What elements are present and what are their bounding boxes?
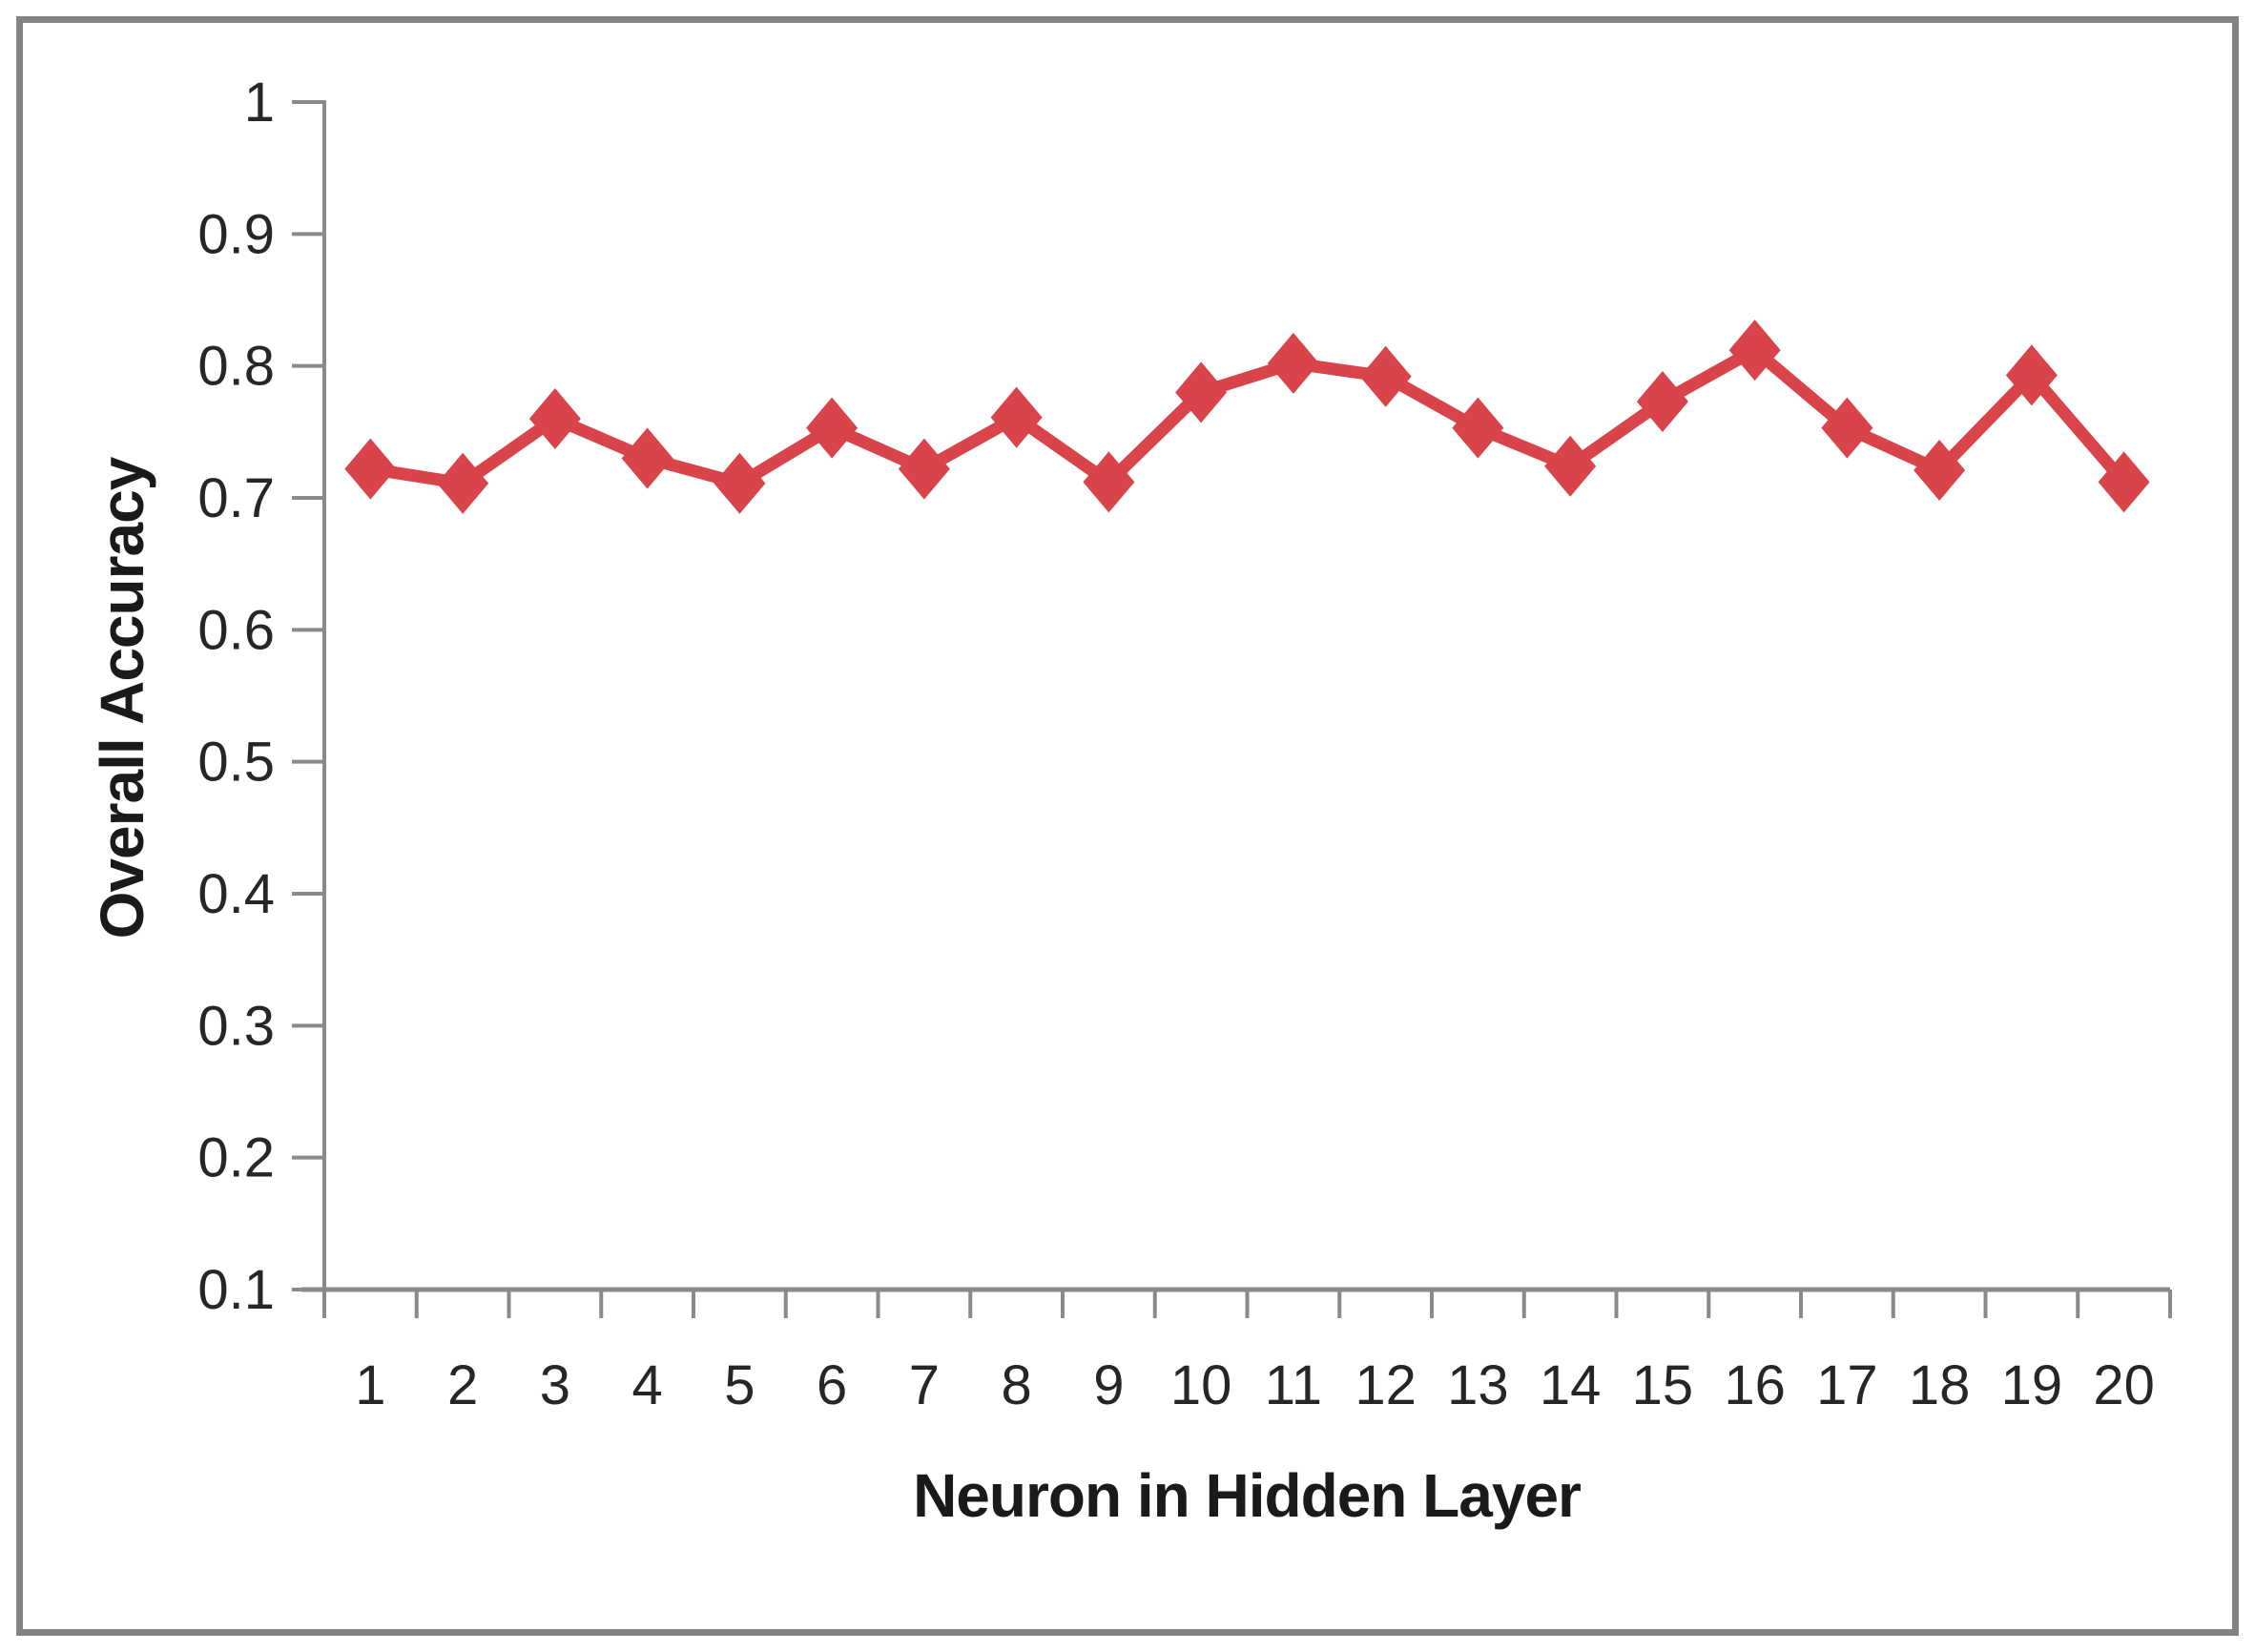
x-tick-label: 11 <box>1265 1354 1322 1416</box>
data-point-marker <box>1452 397 1504 459</box>
x-tick-label: 12 <box>1355 1354 1417 1416</box>
axes-layer: 0.10.20.30.40.50.60.70.80.911 2 3 4 5 6 7 8 9 10 1… <box>197 72 2172 1416</box>
y-axis-title: Overall Accuracy <box>88 456 156 939</box>
x-tick-label: 7 <box>909 1354 940 1416</box>
x-tick-label: 13 <box>1447 1354 1509 1416</box>
y-tick-label: 0.1 <box>197 1259 275 1321</box>
data-point-marker <box>528 388 581 449</box>
x-tick-label: 19 <box>2001 1354 2063 1416</box>
y-tick-label: 0.7 <box>197 467 275 529</box>
y-tick-label: 0.8 <box>197 336 275 398</box>
data-point-marker <box>1267 332 1319 394</box>
x-tick-label: 18 <box>1909 1354 1971 1416</box>
screenshot-border-frame <box>16 16 2239 1636</box>
x-tick-label: 10 <box>1170 1354 1232 1416</box>
x-tick-label: 17 <box>1816 1354 1878 1416</box>
x-tick-label: 9 <box>1093 1354 1124 1416</box>
x-tick-label: 5 <box>724 1354 755 1416</box>
y-tick-label: 0.5 <box>197 732 275 794</box>
data-point-marker <box>1544 435 1597 497</box>
x-tick-label: 4 <box>631 1354 662 1416</box>
x-tick-label: 6 <box>817 1354 847 1416</box>
data-point-marker <box>2005 344 2058 406</box>
x-tick-label: 16 <box>1724 1354 1786 1416</box>
x-tick-label: 20 <box>2093 1354 2155 1416</box>
data-point-marker <box>806 397 859 459</box>
y-tick-label: 0.9 <box>197 203 275 265</box>
x-tick-label: 15 <box>1632 1354 1694 1416</box>
data-point-marker <box>2098 451 2150 513</box>
x-tick-label: 1 <box>355 1354 385 1416</box>
data-point-marker <box>621 427 673 489</box>
x-tick-label: 14 <box>1540 1354 1602 1416</box>
x-axis-title: Neuron in Hidden Layer <box>913 1461 1581 1530</box>
y-tick-label: 1 <box>244 72 275 134</box>
data-point-marker <box>990 386 1043 448</box>
y-tick-label: 0.3 <box>197 995 275 1057</box>
data-point-marker <box>898 438 950 500</box>
data-point-marker <box>714 452 766 514</box>
x-tick-label: 3 <box>540 1354 570 1416</box>
data-point-marker <box>437 452 489 514</box>
y-tick-label: 0.6 <box>197 599 275 661</box>
data-point-marker <box>1083 451 1135 513</box>
x-tick-label: 8 <box>1001 1354 1031 1416</box>
data-point-marker <box>1359 345 1412 407</box>
y-tick-label: 0.4 <box>197 863 275 925</box>
y-tick-label: 0.2 <box>197 1127 275 1189</box>
data-point-marker <box>344 438 397 500</box>
data-point-marker <box>1914 439 1966 501</box>
series-overall-accuracy <box>344 320 2150 514</box>
x-tick-label: 2 <box>447 1354 478 1416</box>
data-point-marker <box>1728 320 1781 382</box>
data-point-marker <box>1636 371 1688 433</box>
data-point-marker <box>1175 361 1228 423</box>
data-point-marker <box>1821 397 1873 459</box>
